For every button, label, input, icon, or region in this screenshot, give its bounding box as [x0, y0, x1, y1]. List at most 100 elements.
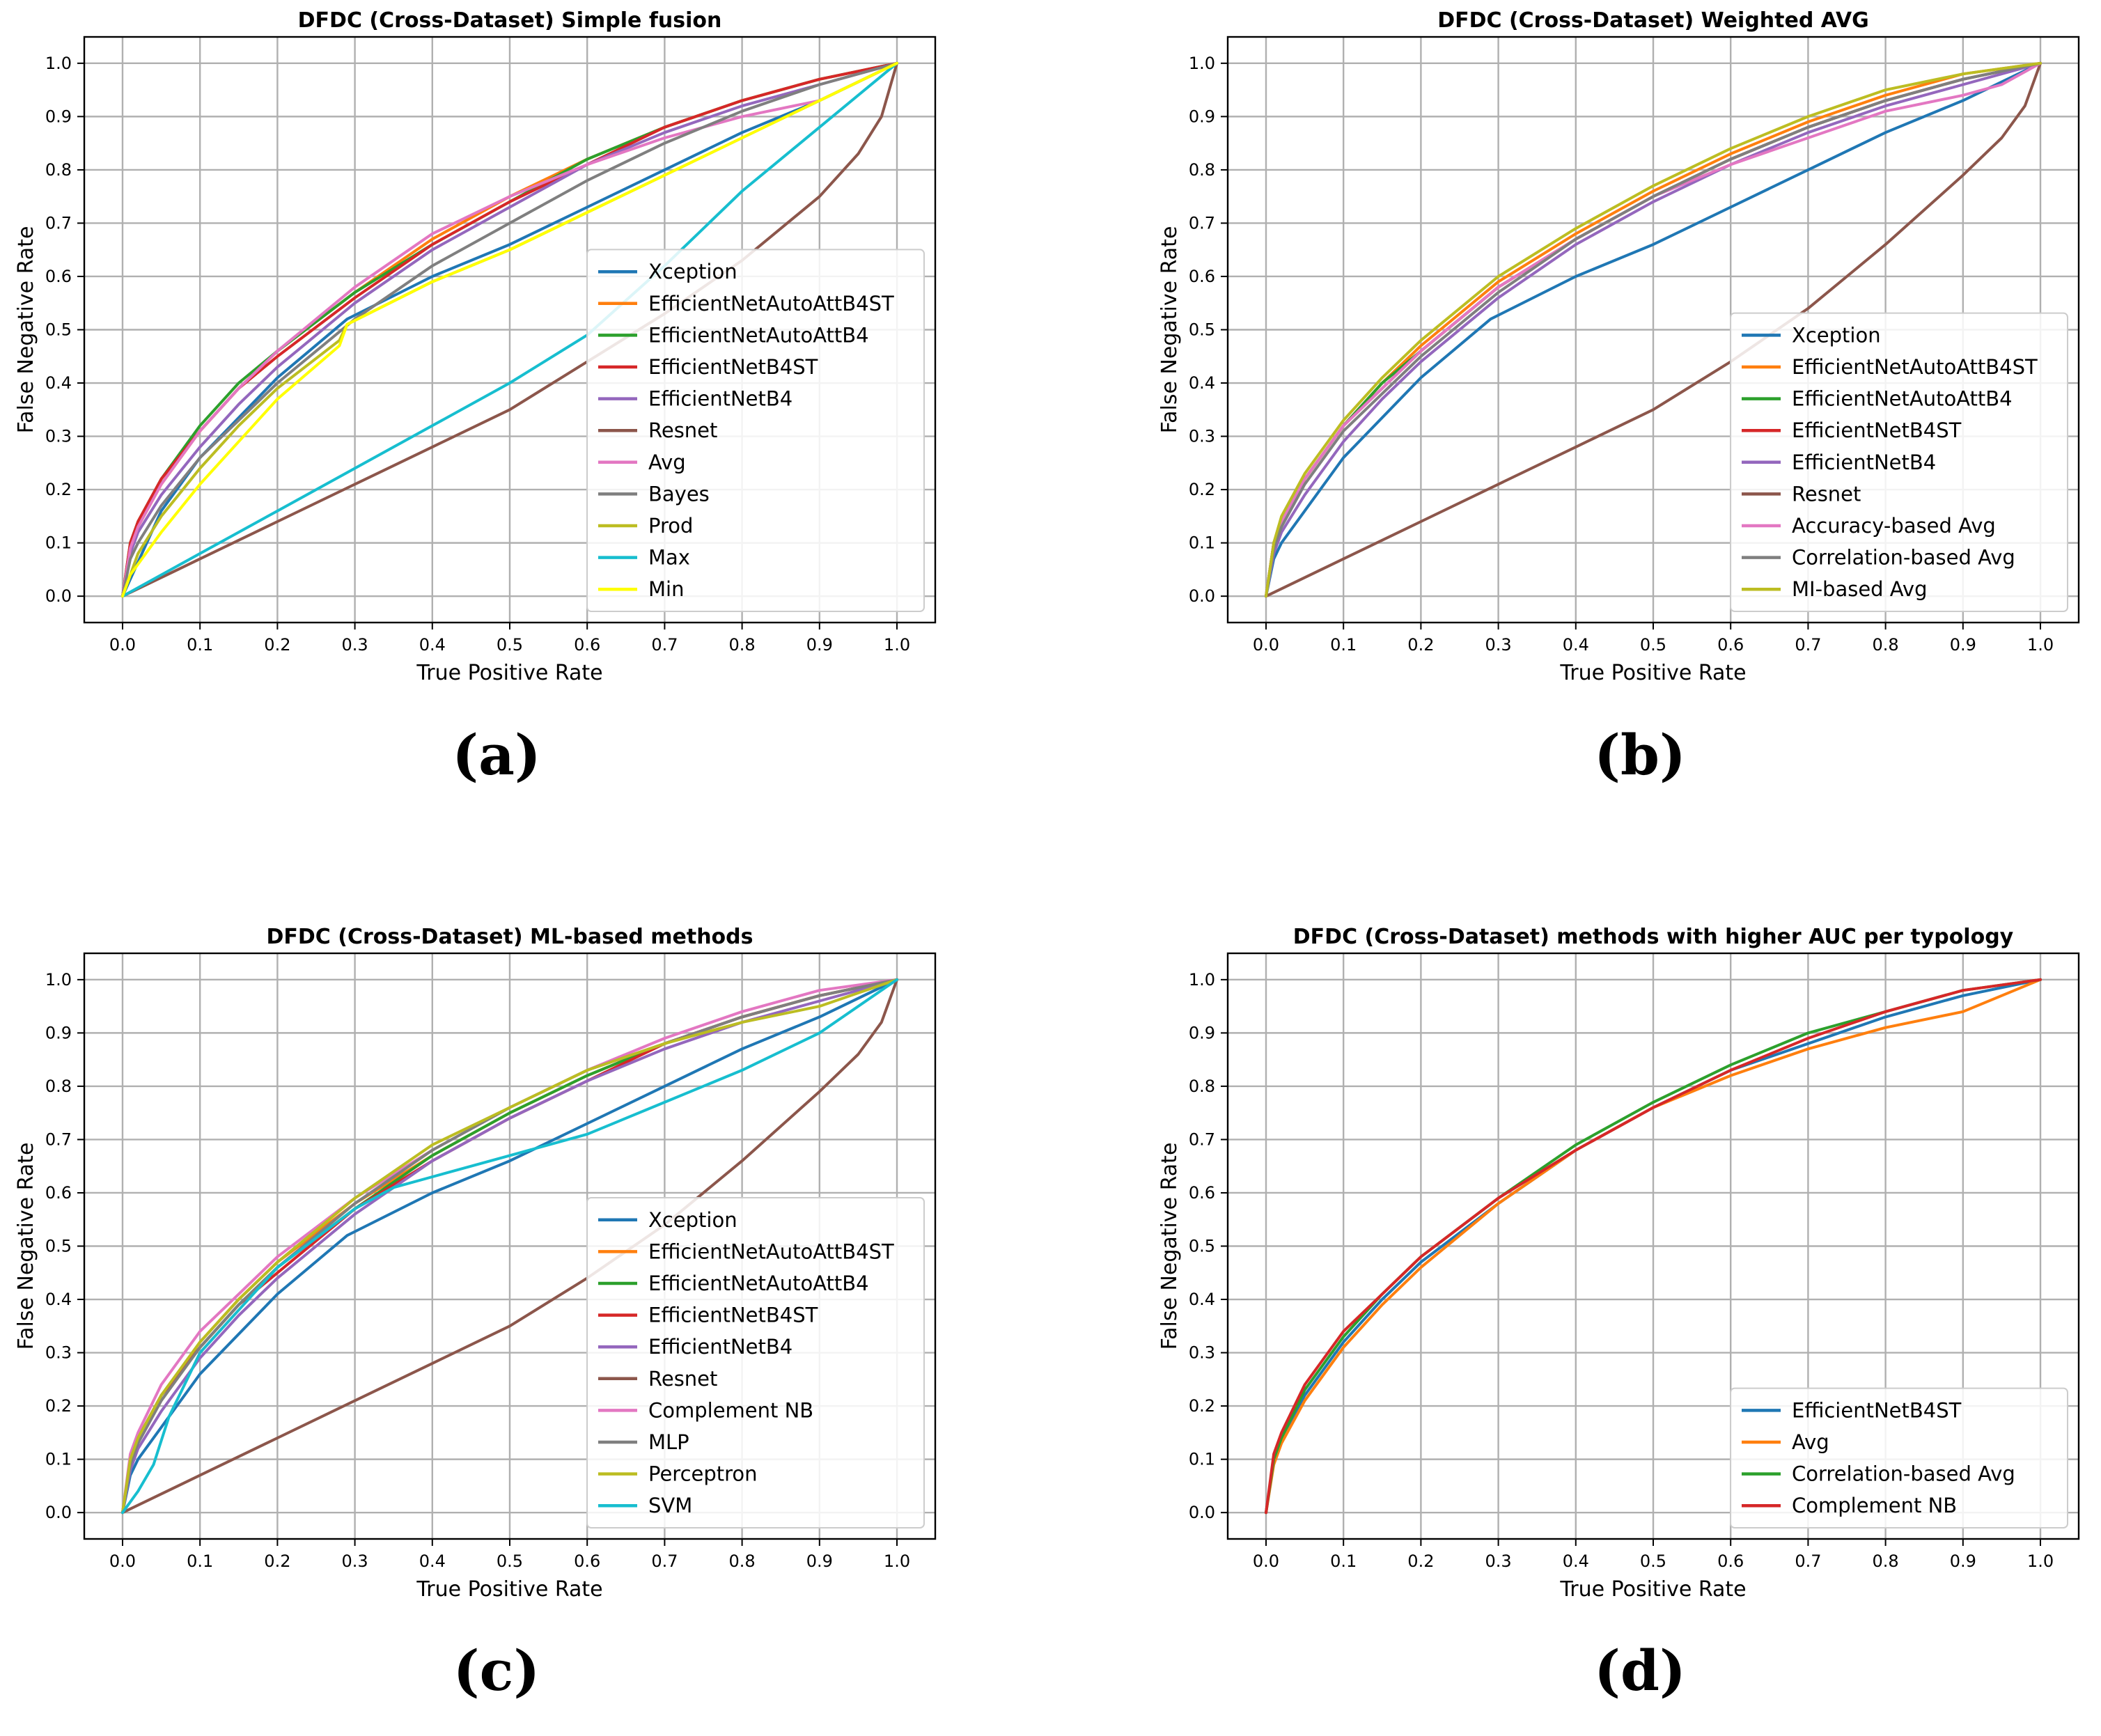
y-tick-label: 0.9: [1189, 1023, 1215, 1042]
axes-frame: [83, 952, 937, 1540]
y-tick-label: 0.3: [1189, 1343, 1215, 1363]
chart-title: DFDC (Cross-Dataset) methods with higher…: [1293, 925, 2014, 949]
series-line-accuracy-based-avg: [1265, 61, 2042, 598]
x-tick-label: 0.1: [187, 1551, 213, 1571]
axes-frame: [1226, 952, 2080, 1540]
y-tick-label: 0.3: [45, 1343, 72, 1363]
chart-panel-1: 0.0 0.1 0.2 0.3 0.4 0.5 0.6 0.7 0.8 0.9 1.0 0.0 0.1 0…: [1157, 8, 2080, 788]
legend-entry: EfficientNetB4ST: [648, 355, 818, 379]
x-tick-label: 0.2: [1407, 1551, 1434, 1571]
legend-entry: Resnet: [1792, 482, 1861, 506]
y-tick-label: 0.2: [45, 1396, 72, 1416]
chart-panel-2: 0.0 0.1 0.2 0.3 0.4 0.5 0.6 0.7 0.8 0.9 1.0 0.0 0.1 0…: [14, 925, 937, 1703]
y-tick-label: 0.0: [45, 586, 72, 606]
y-tick-label: 0.9: [45, 1023, 72, 1042]
x-tick-label: 0.4: [419, 1551, 446, 1571]
x-tick-label: 0.5: [1640, 635, 1666, 655]
x-axis-label: True Positive Rate: [416, 661, 602, 685]
legend-entry: Correlation-based Avg: [1792, 1462, 2015, 1486]
chart-title: DFDC (Cross-Dataset) Simple fusion: [298, 8, 722, 33]
series-line-svm: [121, 978, 898, 1515]
x-tick-label: 0.5: [497, 1551, 523, 1571]
series-line-efficientnetb4: [1265, 61, 2042, 598]
legend-entry: Xception: [648, 1208, 737, 1232]
legend-entry: Complement NB: [1792, 1494, 1957, 1517]
y-axis-label: False Negative Rate: [1157, 226, 1182, 434]
legend-entry: Correlation-based Avg: [1792, 546, 2015, 570]
x-tick-label: 0.8: [729, 1551, 756, 1571]
x-tick-label: 0.0: [109, 1551, 136, 1571]
legend-entry: EfficientNetB4ST: [648, 1304, 818, 1327]
legend-entry: Resnet: [648, 1367, 717, 1391]
series-line-avg: [1265, 978, 2042, 1515]
legend-box: [1730, 1387, 2068, 1528]
x-tick-label: 0.3: [1485, 635, 1512, 655]
y-tick-label: 0.4: [1189, 373, 1215, 393]
y-tick-label: 1.0: [45, 970, 72, 990]
y-tick-label: 0.6: [45, 267, 72, 286]
legend-entry: EfficientNetAutoAttB4: [648, 1272, 869, 1295]
y-tick-label: 0.1: [1189, 1450, 1215, 1469]
legend: Xception EfficientNetAutoAttB4ST Efficient…: [586, 1197, 925, 1528]
x-tick-label: 0.7: [1795, 1551, 1821, 1571]
y-tick-label: 0.7: [1189, 1129, 1215, 1149]
x-tick-label: 0.1: [187, 635, 213, 655]
y-tick-label: 0.8: [1189, 160, 1215, 180]
series-line-xception: [121, 978, 898, 1515]
y-tick-label: 0.9: [1189, 107, 1215, 126]
axes-frame: [1226, 36, 2080, 624]
legend-entry: EfficientNetAutoAttB4ST: [1792, 355, 2038, 379]
series-line-avg: [121, 61, 898, 598]
x-tick-label: 1.0: [884, 635, 910, 655]
legend-entry: Prod: [648, 514, 693, 538]
x-tick-label: 0.1: [1330, 1551, 1357, 1571]
chart-title: DFDC (Cross-Dataset) ML-based methods: [267, 925, 753, 949]
legend-entry: Min: [648, 577, 684, 601]
y-tick-label: 0.5: [1189, 1237, 1215, 1256]
y-tick-label: 1.0: [1189, 54, 1215, 73]
x-axis-label: True Positive Rate: [1559, 661, 1746, 685]
x-tick-label: 0.7: [1795, 635, 1821, 655]
series-line-min: [121, 61, 898, 598]
legend-entry: Avg: [1792, 1430, 1829, 1454]
y-tick-label: 0.2: [1189, 1396, 1215, 1416]
legend-box: [586, 249, 925, 612]
legend-entry: EfficientNetB4ST: [1792, 419, 1962, 442]
y-axis-label: False Negative Rate: [14, 226, 38, 434]
legend-entry: EfficientNetB4ST: [1792, 1398, 1962, 1422]
y-tick-label: 1.0: [1189, 970, 1215, 990]
x-tick-label: 0.4: [1563, 1551, 1589, 1571]
y-tick-label: 1.0: [45, 54, 72, 73]
legend-entry: Perceptron: [648, 1462, 758, 1486]
series-line-mi-based-avg: [1265, 61, 2042, 598]
y-tick-label: 0.3: [1189, 427, 1215, 446]
series-line-max: [121, 61, 898, 598]
y-tick-label: 0.2: [45, 480, 72, 499]
y-tick-label: 0.0: [1189, 586, 1215, 606]
x-tick-label: 0.8: [1873, 1551, 1899, 1571]
y-tick-label: 0.2: [1189, 480, 1215, 499]
legend-entry: Xception: [1792, 323, 1881, 347]
legend-entry: Complement NB: [648, 1398, 813, 1422]
series-line-correlation-based-avg: [1265, 61, 2042, 598]
y-tick-label: 0.6: [1189, 267, 1215, 286]
y-tick-label: 0.9: [45, 107, 72, 126]
x-tick-label: 0.6: [574, 1551, 600, 1571]
y-tick-label: 0.1: [45, 1450, 72, 1469]
panel-caption: (c): [453, 1638, 540, 1703]
x-tick-label: 0.4: [419, 635, 446, 655]
legend: EfficientNetB4ST Avg Correlation-based Avg…: [1730, 1387, 2068, 1528]
x-tick-label: 0.3: [342, 1551, 368, 1571]
y-tick-label: 0.7: [1189, 213, 1215, 233]
legend-entry: MI-based Avg: [1792, 577, 1928, 601]
y-tick-label: 0.0: [1189, 1503, 1215, 1522]
x-tick-label: 0.2: [264, 635, 290, 655]
x-tick-label: 0.3: [1485, 1551, 1512, 1571]
y-tick-label: 0.6: [45, 1183, 72, 1203]
y-tick-label: 0.7: [45, 1129, 72, 1149]
y-tick-label: 0.3: [45, 427, 72, 446]
y-tick-label: 0.6: [1189, 1183, 1215, 1203]
legend-entry: EfficientNetAutoAttB4ST: [648, 292, 894, 315]
legend-entry: EfficientNetAutoAttB4ST: [648, 1240, 894, 1263]
x-axis-label: True Positive Rate: [416, 1577, 602, 1602]
